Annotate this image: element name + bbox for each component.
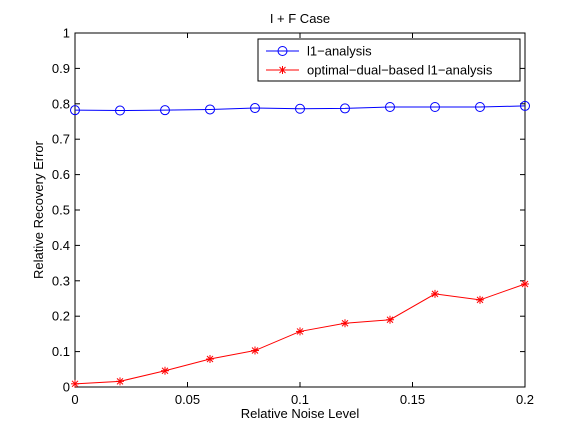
x-tick-label: 0.05	[175, 392, 200, 407]
legend-label: optimal−dual−based l1−analysis	[307, 63, 493, 78]
y-tick-label: 1	[63, 26, 70, 41]
y-tick-label: 0.3	[52, 273, 70, 288]
legend-box	[257, 38, 521, 82]
y-tick-label: 0.7	[52, 132, 70, 147]
y-tick-label: 0.2	[52, 309, 70, 324]
data-point	[115, 105, 125, 116]
data-point	[430, 101, 440, 112]
data-point	[71, 379, 79, 388]
series-1	[71, 279, 529, 388]
legend-item: l1−analysis	[266, 44, 372, 59]
series-0	[70, 100, 530, 116]
x-tick-label: 0.1	[291, 392, 309, 407]
y-tick-label: 0	[63, 380, 70, 395]
data-point	[385, 101, 395, 112]
data-point	[160, 105, 170, 116]
y-tick-label: 0.6	[52, 167, 70, 182]
y-axis: 0 0.1 0.2 0.3 0.4 0.5 0.6 0.7 0.8 0.9 1	[52, 26, 525, 395]
data-point	[161, 366, 169, 375]
legend-label: l1−analysis	[307, 44, 372, 59]
series-layer	[70, 100, 530, 388]
x-axis-label: Relative Noise Level	[241, 406, 360, 421]
data-point	[206, 355, 214, 364]
data-point	[296, 327, 304, 336]
legend: l1−analysis optimal−dual−based l1−analysi…	[257, 38, 521, 82]
y-tick-label: 0.1	[52, 344, 70, 359]
series-line	[74, 105, 526, 112]
x-axis: 0 0.05 0.1 0.15 0.2	[71, 33, 534, 407]
y-tick-label: 0.4	[52, 238, 70, 253]
y-axis-label: Relative Recovery Error	[31, 140, 46, 279]
data-point	[386, 315, 394, 324]
data-point	[341, 319, 349, 328]
x-tick-label: 0.15	[400, 392, 425, 407]
data-point	[116, 377, 124, 386]
data-point	[251, 346, 259, 355]
data-point	[475, 101, 485, 112]
data-point	[431, 289, 439, 298]
data-point	[340, 103, 350, 114]
chart-title: I + F Case	[270, 11, 330, 26]
y-tick-label: 0.5	[52, 203, 70, 218]
legend-marker	[277, 46, 288, 56]
data-point	[70, 105, 80, 116]
data-point	[521, 279, 529, 288]
legend-item: optimal−dual−based l1−analysis	[266, 63, 493, 78]
x-tick-label: 0.2	[516, 392, 534, 407]
legend-marker	[278, 66, 287, 74]
data-point	[295, 103, 305, 114]
data-point	[476, 295, 484, 304]
x-tick-label: 0	[71, 392, 78, 407]
data-point	[205, 104, 215, 115]
y-tick-label: 0.8	[52, 96, 70, 111]
data-point	[250, 103, 260, 114]
data-point	[520, 100, 530, 111]
y-tick-label: 0.9	[52, 61, 70, 76]
